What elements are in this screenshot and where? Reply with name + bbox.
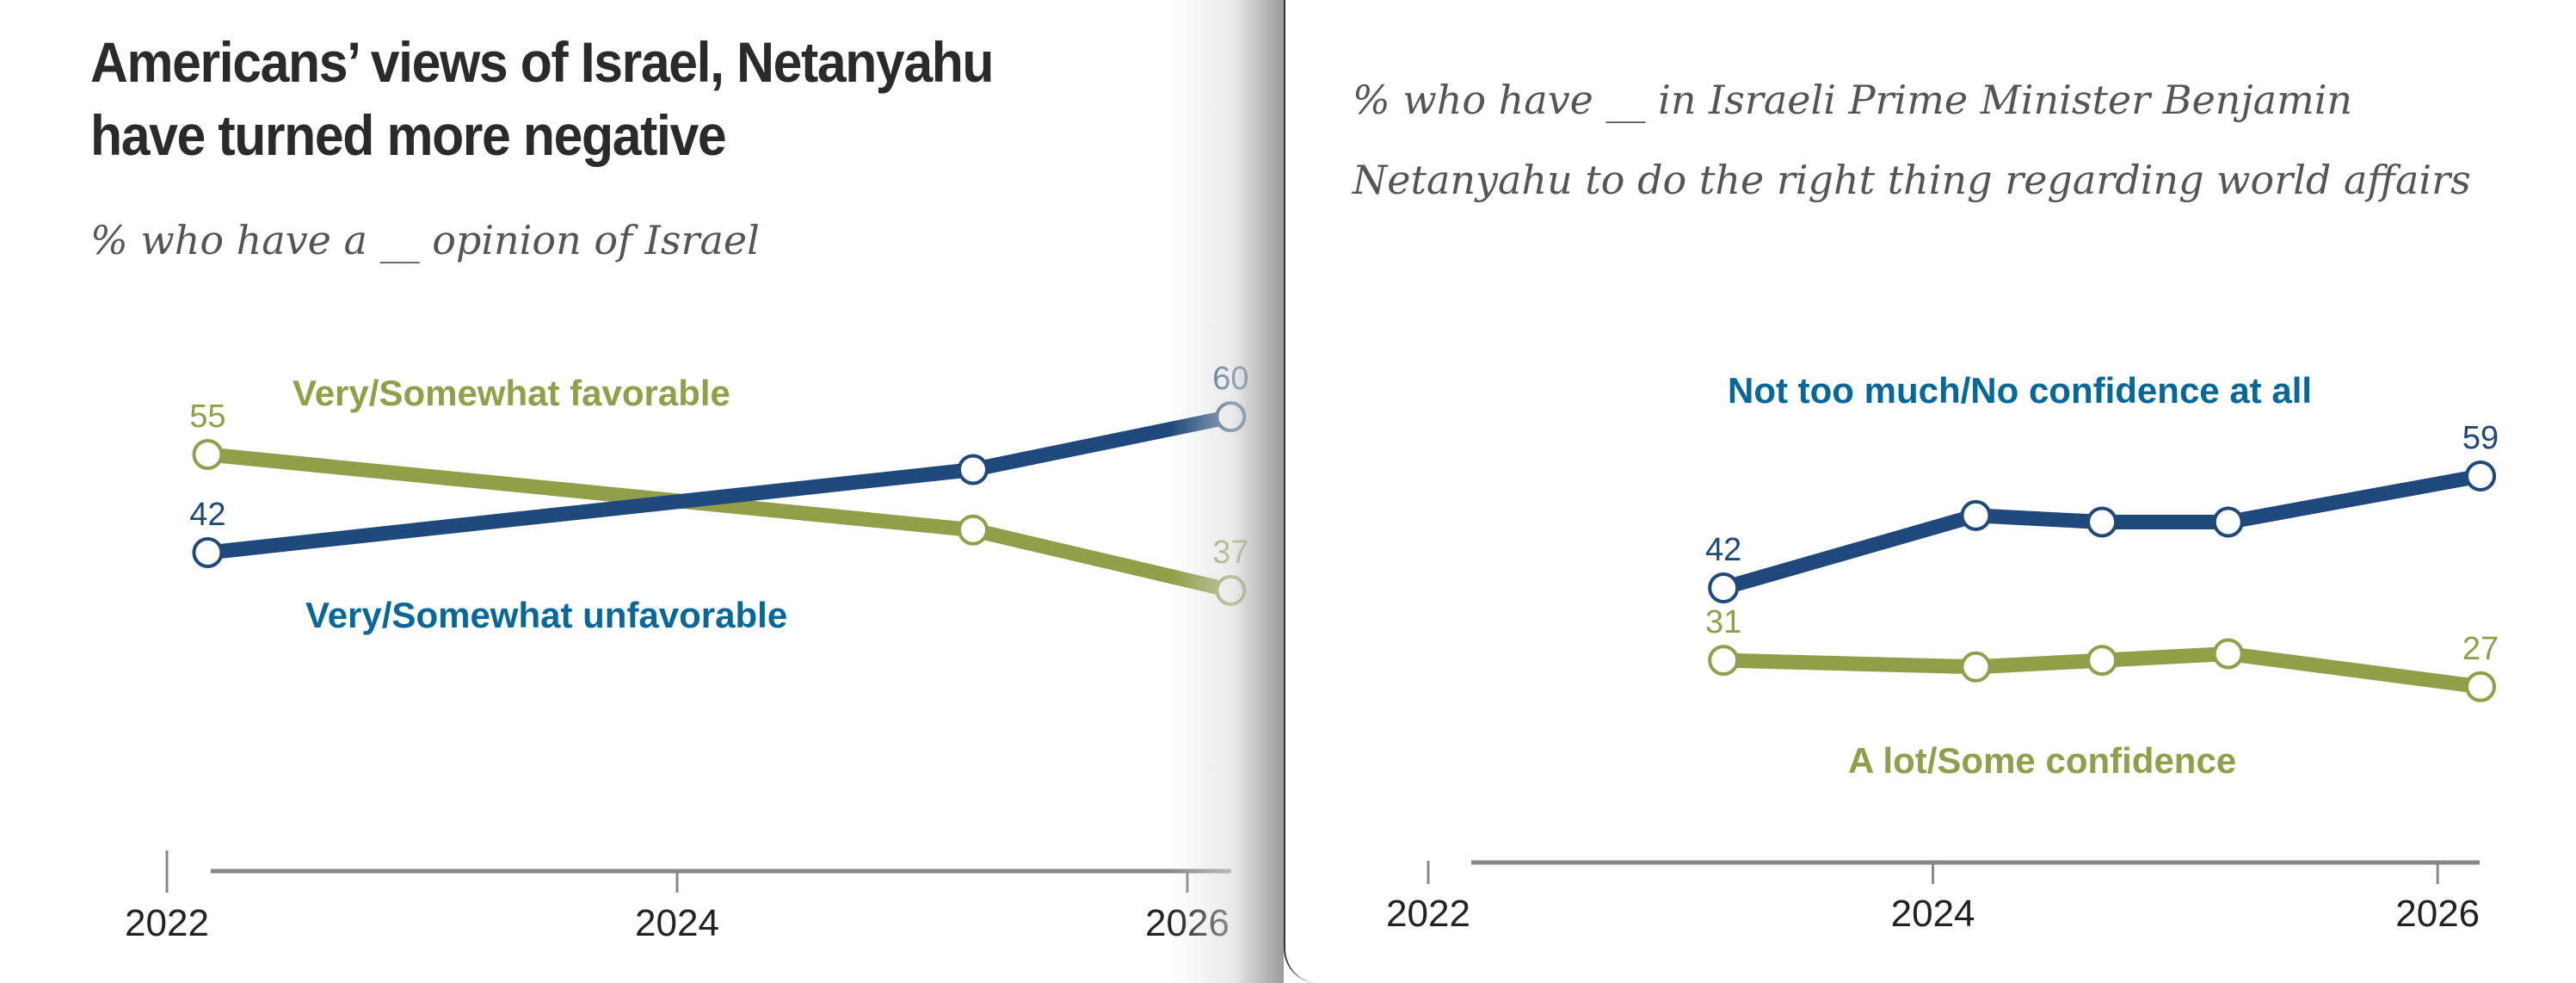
series-line-very-somewhat-favorable [206,447,1233,598]
netanyahu-confidence-subtitle: % who have __ in Israeli Prime Minister … [1353,77,2471,203]
data-point-marker [957,454,989,485]
data-value-label: 31 [1705,604,1741,640]
title-line-2: have turned more negative [90,103,727,167]
data-point-marker [2086,645,2118,677]
data-point-marker [192,537,224,568]
series-label-very-somewhat-favorable: Very/Somewhat favorable [293,373,730,413]
netanyahu-confidence-chart: 2022 2024 2026 42 59 31 27 Not too much/No conf… [1386,370,2499,935]
x-tick-label-2022: 2022 [1386,893,1470,935]
left-chart-panel: Americans’ views of Israel, Netanyahu ha… [0,0,1284,983]
series-label-a-lot-some-confidence: A lot/Some confidence [1848,740,2236,781]
data-point-marker [1960,651,1992,683]
x-tick-label-2024: 2024 [1891,893,1975,935]
data-point-marker [2212,506,2244,538]
x-tick-label-2022: 2022 [125,902,209,944]
data-point-marker [192,438,224,470]
x-tick-label-2026: 2026 [2395,893,2480,935]
data-point-marker [2465,460,2497,492]
data-value-label: 55 [189,399,225,435]
x-tick-label-2024: 2024 [635,902,719,944]
data-point-marker [957,514,989,546]
israel-opinion-subtitle: % who have a __ opinion of Israel [90,217,760,263]
series-label-very-somewhat-unfavorable: Very/Somewhat unfavorable [305,595,787,635]
data-point-marker [2212,638,2244,670]
data-value-label: 42 [189,497,225,533]
data-point-marker [1708,645,1740,677]
israel-opinion-chart: 20222024202655374260Very/Somewhat favora… [125,361,1248,944]
data-point-marker [2465,671,2497,702]
data-value-label: 59 [2462,420,2499,456]
chart-title: Americans’ views of Israel, Netanyahu ha… [90,26,995,172]
data-point-marker [1708,572,1740,603]
right-chart-panel: % who have __ in Israeli Prime Minister … [1284,0,2576,983]
title-line-1: Americans’ views of Israel, Netanyahu [90,30,995,94]
data-value-label: 42 [1705,532,1741,568]
data-value-label: 27 [2462,631,2499,667]
series-label-not-too-much-no-confidence-at-all: Not too much/No confidence at all [1728,370,2312,411]
data-point-marker [2086,506,2118,538]
series-line-very-somewhat-unfavorable [206,409,1233,560]
data-point-marker [1960,499,1992,531]
panel-shadow [1170,0,1284,983]
